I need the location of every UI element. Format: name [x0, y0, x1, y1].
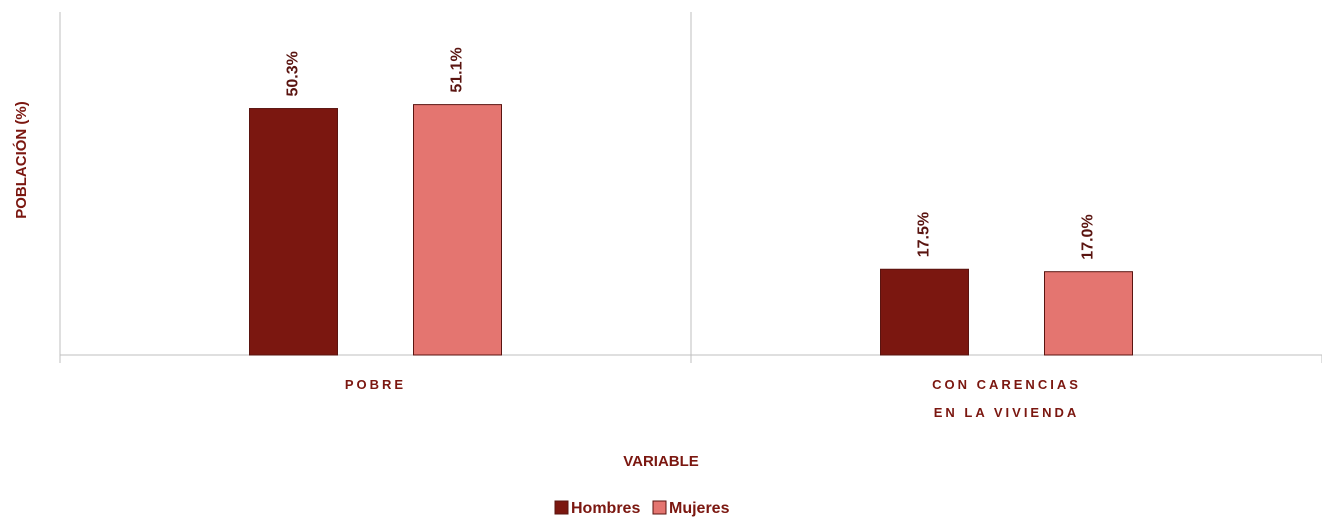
y-axis-title: POBLACIÓN (%) [12, 101, 30, 219]
bar [1044, 271, 1133, 356]
bar [413, 104, 502, 356]
legend-swatch [652, 500, 667, 515]
bar [249, 108, 338, 356]
legend-label: Mujeres [669, 500, 730, 517]
value-label: 17.0% [1080, 214, 1097, 259]
x-axis-title: VARIABLE [623, 453, 699, 470]
value-label: 51.1% [449, 47, 466, 92]
legend-swatch [554, 500, 569, 515]
x-tick-label: POBRE [345, 377, 406, 392]
value-label: 17.5% [916, 212, 933, 257]
legend-label: Hombres [571, 500, 640, 517]
x-tick-label: CON CARENCIAS EN LA VIVIENDA [932, 377, 1081, 420]
value-label: 50.3% [285, 51, 302, 96]
legend: Hombres Mujeres [554, 500, 730, 517]
bar [880, 268, 969, 356]
